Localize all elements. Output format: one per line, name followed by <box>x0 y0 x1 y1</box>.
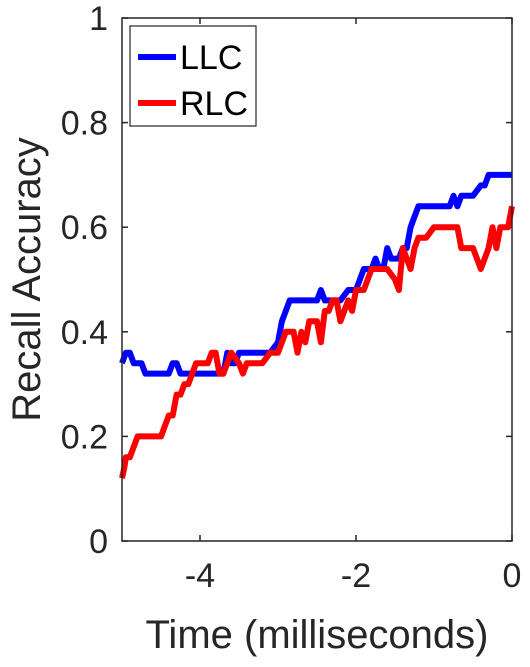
y-tick-label: 0 <box>89 523 108 561</box>
x-tick-label: -2 <box>341 557 371 595</box>
y-axis-label: Recall Accuracy <box>5 137 49 422</box>
x-tick-label: 0 <box>503 557 522 595</box>
x-axis-label: Time (milliseconds) <box>145 613 488 657</box>
series-line-llc <box>122 175 512 374</box>
legend-label-rlc: RLC <box>180 85 248 123</box>
y-tick-label: 0.4 <box>61 314 108 352</box>
series-line-rlc <box>122 206 512 478</box>
y-tick-label: 0.6 <box>61 209 108 247</box>
legend-label-llc: LLC <box>180 39 242 77</box>
x-tick-label: -4 <box>185 557 215 595</box>
legend: LLC RLC <box>130 26 256 126</box>
y-tick-label: 1 <box>89 0 108 38</box>
y-tick-label: 0.2 <box>61 418 108 456</box>
series-lines <box>122 175 512 478</box>
y-tick-label: 0.8 <box>61 105 108 143</box>
